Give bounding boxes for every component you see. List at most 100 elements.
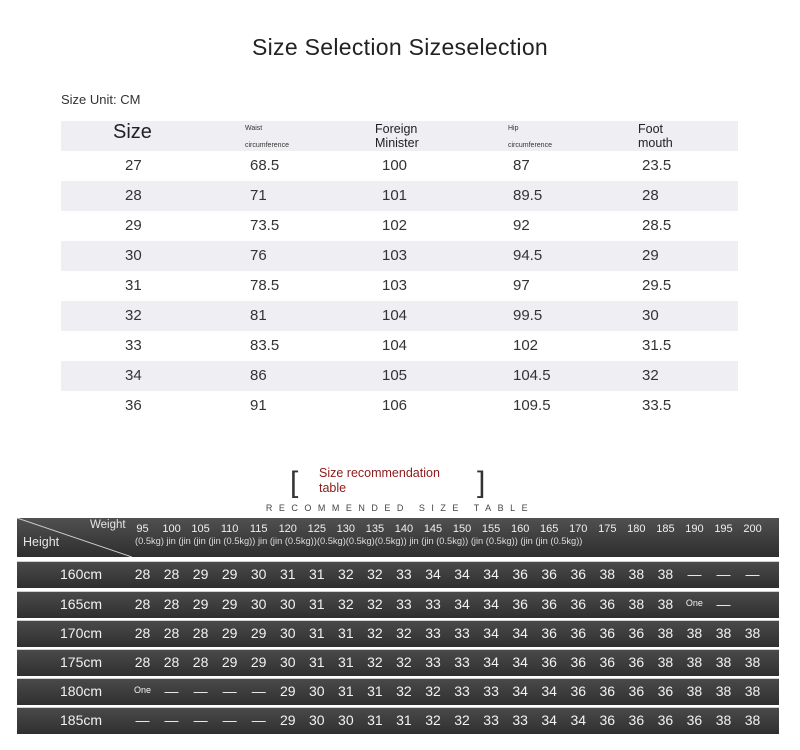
size-value-cell: 32 — [367, 596, 383, 612]
table-cell: 30 — [125, 247, 142, 264]
table-row: 29 73.5 102 92 28.5 — [61, 211, 738, 241]
header-size: Size — [113, 121, 152, 143]
size-value-cell: 36 — [541, 596, 557, 612]
height-row: 185cm — — — — — 29 30 30 31 31 32 32 33 33 34 34 36 36 36 36… — [17, 707, 779, 734]
size-value-cell: 38 — [657, 596, 674, 612]
height-row: 170cm 28 28 28 29 29 30 31 31 32 32 33 33 34 34 36 36 36 3… — [17, 620, 779, 647]
table-cell: 104 — [382, 307, 408, 324]
table-cell: 27 — [125, 157, 142, 174]
size-value-cell: 28 — [134, 566, 151, 582]
size-value-cell: 28 — [134, 596, 151, 612]
size-value-cell: — — [222, 683, 237, 699]
size-value-cell: 29 — [250, 625, 267, 641]
size-value-cell: — — [193, 712, 208, 728]
size-value-cell: 38 — [657, 654, 674, 670]
size-value-cell: 33 — [425, 596, 441, 612]
size-value-cell: 36 — [599, 683, 616, 699]
size-value-cell: 29 — [192, 566, 209, 582]
size-value-cell: 32 — [454, 712, 470, 728]
size-value-cell: 34 — [425, 566, 441, 582]
size-value-cell: 36 — [599, 654, 616, 670]
size-table: Size Waist circumference Foreign Ministe… — [61, 121, 738, 421]
size-value-cell: 36 — [686, 712, 703, 728]
recommendation-heading: Size recommendation table — [319, 466, 440, 496]
header-hip-line2: circumference — [508, 142, 552, 149]
table-cell: 91 — [250, 397, 267, 414]
weight-column-label: 160 — [510, 523, 530, 535]
size-value-cell: 36 — [512, 566, 528, 582]
table-row: 31 78.5 103 97 29.5 — [61, 271, 738, 301]
size-value-cell: 34 — [483, 596, 499, 612]
table-cell: 29 — [125, 217, 142, 234]
table-cell: 102 — [382, 217, 408, 234]
header-foreign-line1: Foreign — [375, 122, 418, 136]
weight-column-label: 190 — [685, 523, 704, 535]
size-value-cell: 28 — [163, 566, 180, 582]
size-value-cell: — — [716, 596, 731, 612]
size-value-cell: — — [745, 566, 760, 582]
height-row: 165cm 28 28 29 29 30 30 31 32 32 33 33 34 34 36 36 36 36 3… — [17, 591, 779, 618]
size-value-cell: 36 — [599, 712, 616, 728]
size-value-cell: 32 — [338, 566, 354, 582]
header-waist-line2: circumference — [245, 142, 289, 149]
size-value-cell: 38 — [744, 712, 761, 728]
table-cell: 31 — [125, 277, 142, 294]
size-value-cell: 38 — [715, 625, 732, 641]
size-value-cell: — — [164, 683, 179, 699]
size-value-cell: 33 — [454, 683, 470, 699]
size-value-cell: — — [251, 683, 266, 699]
size-value-cell: 31 — [396, 712, 412, 728]
weight-column-label: 185 — [656, 523, 675, 535]
size-value-cell: 32 — [367, 654, 383, 670]
table-cell: 30 — [642, 307, 659, 324]
size-value-cell: 29 — [279, 683, 296, 699]
table-cell: 103 — [382, 247, 408, 264]
size-value-cell: 30 — [279, 596, 296, 612]
size-value-cell: 34 — [541, 683, 557, 699]
size-value-cell: 33 — [512, 712, 528, 728]
size-value-cell: 29 — [192, 596, 209, 612]
weight-column-label: 100 — [162, 523, 181, 535]
height-row: 175cm 28 28 28 29 29 30 31 31 32 32 33 33 34 34 36 36 36 3… — [17, 649, 779, 676]
table-row: 27 68.5 100 87 23.5 — [61, 151, 738, 181]
table-cell: 31.5 — [642, 337, 672, 354]
table-cell: 78.5 — [250, 277, 280, 294]
size-value-cell: 28 — [163, 596, 180, 612]
size-value-cell: 38 — [686, 654, 703, 670]
size-value-cell: 31 — [309, 596, 325, 612]
size-value-cell: 38 — [686, 625, 703, 641]
size-value-cell: 38 — [657, 566, 674, 582]
height-label-cell: 185cm — [60, 712, 103, 728]
size-value-cell: 33 — [483, 683, 499, 699]
height-label-cell: 170cm — [60, 625, 103, 641]
weight-column-label: 130 — [336, 523, 356, 535]
header-waist-line1: Waist — [245, 125, 263, 132]
table-cell: 28.5 — [642, 217, 672, 234]
weight-column-label: 115 — [249, 523, 268, 535]
size-value-cell: 29 — [221, 596, 238, 612]
size-value-cell: 38 — [715, 654, 732, 670]
table-cell: 29 — [642, 247, 659, 264]
table-cell: 101 — [382, 187, 408, 204]
header-hip-line1: Hip — [508, 125, 519, 132]
table-cell: 33 — [125, 337, 142, 354]
weight-column-label: 150 — [452, 523, 472, 535]
size-value-cell: 34 — [454, 596, 470, 612]
size-value-cell: 33 — [425, 625, 441, 641]
table-cell: 23.5 — [642, 157, 672, 174]
size-value-cell: 29 — [221, 654, 238, 670]
recommendation-subtitle: RECOMMENDED SIZE TABLE — [265, 503, 535, 513]
size-value-cell: — — [135, 712, 150, 728]
header-foot-line1: Foot — [638, 122, 664, 136]
height-row: 160cm 28 28 29 29 30 31 31 32 32 33 34 34 34 36 36 36 38 3… — [17, 561, 779, 588]
size-value-cell: 29 — [221, 566, 238, 582]
size-unit-label: Size Unit: CM — [61, 92, 141, 107]
size-value-cell: 30 — [250, 566, 267, 582]
header-foreign-line2: Minister — [375, 136, 419, 150]
size-value-cell: 33 — [483, 712, 499, 728]
size-value-cell: 38 — [744, 654, 761, 670]
size-value-cell: 32 — [367, 566, 383, 582]
size-value-cell: 34 — [454, 566, 470, 582]
weight-column-label: 165 — [540, 523, 559, 535]
table-cell: 32 — [642, 367, 659, 384]
